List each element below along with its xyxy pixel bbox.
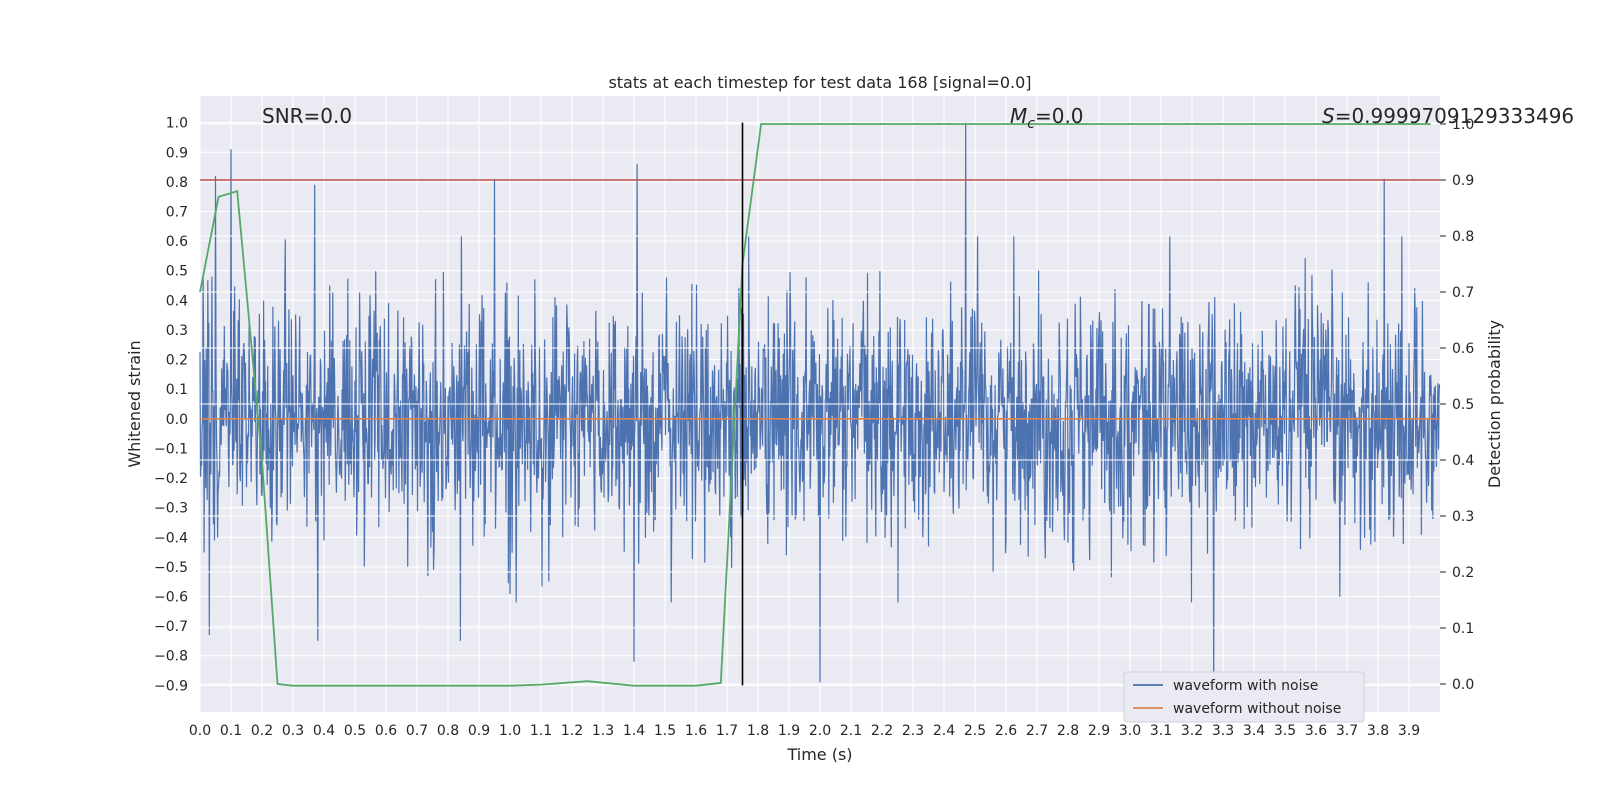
left-y-tick-label: 0.7 [166, 205, 188, 221]
right-y-axis-label: Detection probability [1485, 320, 1504, 488]
chart-title: stats at each timestep for test data 168… [608, 73, 1031, 92]
x-tick-label: 0.8 [437, 723, 459, 739]
x-tick-label: 3.3 [1212, 723, 1234, 739]
left-y-tick-label: 0.4 [166, 293, 188, 309]
x-tick-label: 0.5 [344, 723, 366, 739]
left-y-tick-label: 0.9 [166, 145, 188, 161]
x-tick-label: 3.9 [1398, 723, 1420, 739]
legend-label-noise: waveform with noise [1173, 678, 1318, 694]
x-tick-label: 1.6 [685, 723, 707, 739]
x-tick-label: 3.8 [1367, 723, 1389, 739]
right-y-tick-label: 0.0 [1452, 677, 1474, 693]
left-y-tick-label: 0.5 [166, 264, 188, 280]
left-y-tick-label: −0.9 [154, 678, 188, 694]
x-tick-label: 2.3 [902, 723, 924, 739]
right-y-tick-label: 0.2 [1452, 565, 1474, 581]
left-y-tick-label: 0.6 [166, 234, 188, 250]
left-y-tick-label: 0.3 [166, 323, 188, 339]
left-y-tick-label: −0.4 [154, 530, 188, 546]
left-y-axis-ticks: 1.0 0.9 0.8 0.7 0.6 0.5 0.4 0.3 0.2 0.1 0.0 −0.1 −0.… [154, 116, 188, 695]
detection-probability-line [199, 123, 1431, 687]
left-y-tick-label: −0.7 [154, 619, 188, 635]
left-y-tick-label: −0.3 [154, 501, 188, 517]
x-tick-label: 1.1 [530, 723, 552, 739]
left-y-tick-label: −0.6 [154, 590, 188, 606]
x-tick-label: 0.9 [468, 723, 490, 739]
x-tick-label: 3.7 [1336, 723, 1358, 739]
x-tick-label: 3.2 [1181, 723, 1203, 739]
x-tick-label: 2.0 [809, 723, 831, 739]
right-y-tick-label: 0.1 [1452, 621, 1474, 637]
x-tick-label: 2.9 [1088, 723, 1110, 739]
left-y-tick-label: −0.1 [154, 441, 188, 457]
x-tick-label: 2.2 [871, 723, 893, 739]
x-tick-label: 1.9 [778, 723, 800, 739]
x-tick-label: 2.7 [1026, 723, 1048, 739]
x-tick-label: 0.0 [189, 723, 211, 739]
right-y-axis-ticks: 1.0 0.9 0.8 0.7 0.6 0.5 0.4 0.3 0.2 0.1 0.0 [1440, 117, 1474, 693]
x-tick-label: 2.6 [995, 723, 1017, 739]
left-y-tick-label: −0.2 [154, 471, 188, 487]
left-y-tick-label: 0.8 [166, 175, 188, 191]
right-y-tick-label: 0.4 [1452, 453, 1474, 469]
legend-label-clean: waveform without noise [1173, 701, 1341, 717]
right-y-tick-label: 0.7 [1452, 285, 1474, 301]
chirp-mass-annotation: Mc=0.0 [1010, 104, 1084, 132]
x-tick-label: 3.1 [1150, 723, 1172, 739]
x-tick-label: 1.3 [592, 723, 614, 739]
right-y-tick-label: 1.0 [1452, 117, 1474, 133]
x-tick-label: 0.7 [406, 723, 428, 739]
right-y-tick-label: 0.5 [1452, 397, 1474, 413]
x-tick-label: 2.8 [1057, 723, 1079, 739]
x-tick-label: 2.5 [964, 723, 986, 739]
right-y-tick-label: 0.9 [1452, 173, 1474, 189]
x-tick-label: 2.1 [840, 723, 862, 739]
legend-box [1123, 671, 1365, 723]
left-y-tick-label: 1.0 [166, 116, 188, 132]
x-tick-label: 1.8 [747, 723, 769, 739]
x-tick-label: 1.7 [716, 723, 738, 739]
left-y-tick-label: −0.8 [154, 649, 188, 665]
x-tick-label: 3.5 [1274, 723, 1296, 739]
left-y-tick-label: −0.5 [154, 560, 188, 576]
left-y-tick-label: 0.1 [166, 382, 188, 398]
left-y-tick-label: 0.0 [166, 412, 188, 428]
x-axis-ticks: 0.0 0.1 0.2 0.3 0.4 0.5 0.6 0.7 0.8 0.9 1.0 1.1 1.2 1… [189, 723, 1420, 739]
score-annotation: S=0.9999709129333496 [1322, 104, 1574, 128]
x-tick-label: 2.4 [933, 723, 955, 739]
x-tick-label: 3.4 [1243, 723, 1265, 739]
right-y-tick-label: 0.3 [1452, 509, 1474, 525]
x-tick-label: 0.2 [251, 723, 273, 739]
x-tick-label: 3.6 [1305, 723, 1327, 739]
noisy-waveform-line [199, 122, 1441, 692]
x-tick-label: 1.2 [561, 723, 583, 739]
snr-annotation: SNR=0.0 [262, 104, 352, 128]
x-axis-label: Time (s) [786, 745, 852, 764]
noisy-waveform-series [199, 122, 1441, 692]
x-tick-label: 0.1 [220, 723, 242, 739]
right-y-tick-label: 0.6 [1452, 341, 1474, 357]
x-tick-label: 0.3 [282, 723, 304, 739]
left-y-tick-label: 0.2 [166, 353, 188, 369]
x-tick-label: 1.0 [499, 723, 521, 739]
x-tick-label: 0.6 [375, 723, 397, 739]
right-y-tick-label: 0.8 [1452, 229, 1474, 245]
legend: waveform with noise waveform without noi… [1123, 671, 1365, 723]
x-tick-label: 1.5 [654, 723, 676, 739]
x-tick-label: 1.4 [623, 723, 645, 739]
x-tick-label: 0.4 [313, 723, 335, 739]
left-y-axis-label: Whitened strain [125, 340, 144, 467]
x-tick-label: 3.0 [1119, 723, 1141, 739]
